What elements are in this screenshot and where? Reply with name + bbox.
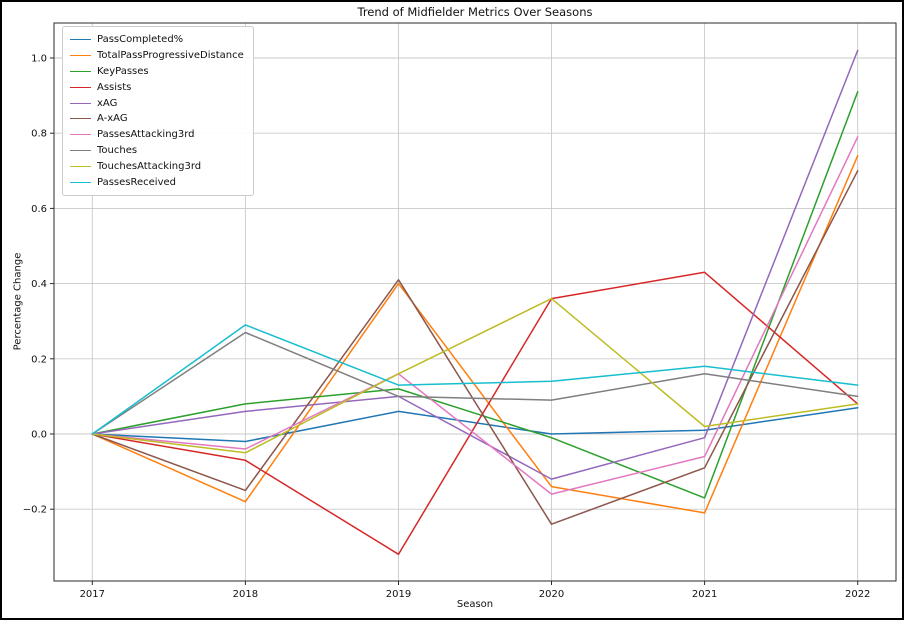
legend-label: Touches: [97, 144, 138, 156]
legend-label: TotalPassProgressiveDistance: [97, 50, 244, 62]
legend-item: PassCompleted%: [70, 32, 244, 48]
x-tick-label: 2019: [386, 589, 411, 600]
x-tick-label: 2017: [80, 589, 105, 600]
legend-label: A-xAG: [97, 113, 128, 125]
y-tick-label: −0.2: [23, 505, 47, 516]
y-tick-label: 0.0: [31, 430, 47, 441]
series-line: [91, 297, 859, 454]
series-line: [91, 324, 859, 435]
legend-item: xAG: [70, 95, 244, 111]
legend-line-swatch: [70, 149, 91, 151]
y-tick-label: 0.8: [31, 129, 47, 140]
legend-line-swatch: [70, 134, 91, 136]
series-line: [91, 136, 859, 495]
legend-item: Assists: [70, 79, 244, 95]
y-tick-label: 0.6: [31, 204, 47, 215]
series-line: [91, 154, 859, 514]
y-axis-label: Percentage Change: [12, 252, 24, 351]
legend-label: Assists: [97, 81, 132, 93]
y-tick-label: 0.4: [31, 279, 47, 290]
plot-border: [53, 22, 897, 582]
chart-title: Trend of Midfielder Metrics Over Seasons: [357, 5, 593, 19]
x-tick-label: 2020: [539, 589, 564, 600]
x-axis-label: Season: [456, 599, 494, 610]
series-line: [91, 170, 859, 525]
legend-item: TouchesAttacking3rd: [70, 158, 244, 174]
legend-item: PassesReceived: [70, 174, 244, 190]
legend: PassCompleted% TotalPassProgressiveDistan…: [62, 26, 254, 196]
legend-line-swatch: [70, 70, 91, 72]
legend-line-swatch: [70, 55, 91, 57]
y-tick-label: 0.2: [31, 354, 47, 365]
legend-line-swatch: [70, 39, 91, 41]
legend-line-swatch: [70, 118, 91, 120]
series-line: [91, 406, 859, 443]
series-line: [91, 331, 859, 435]
series-line: [91, 91, 859, 499]
legend-line-swatch: [70, 86, 91, 88]
legend-item: A-xAG: [70, 111, 244, 127]
legend-line-swatch: [70, 165, 91, 167]
x-tick-label: 2021: [692, 589, 717, 600]
legend-label: PassesReceived: [97, 176, 176, 188]
y-tick-label: 1.0: [31, 54, 47, 65]
legend-label: xAG: [97, 97, 118, 109]
series-line: [91, 271, 859, 556]
legend-line-swatch: [70, 102, 91, 104]
legend-item: KeyPasses: [70, 64, 244, 80]
series-line: [91, 49, 859, 480]
legend-label: TouchesAttacking3rd: [97, 160, 202, 172]
legend-item: TotalPassProgressiveDistance: [70, 48, 244, 64]
legend-label: KeyPasses: [97, 65, 149, 77]
legend-line-swatch: [70, 181, 91, 183]
x-tick-label: 2018: [233, 589, 258, 600]
legend-item: PassesAttacking3rd: [70, 127, 244, 143]
legend-label: PassCompleted%: [97, 34, 184, 46]
legend-label: PassesAttacking3rd: [97, 129, 195, 141]
legend-item: Touches: [70, 143, 244, 159]
x-tick-label: 2022: [845, 589, 870, 600]
